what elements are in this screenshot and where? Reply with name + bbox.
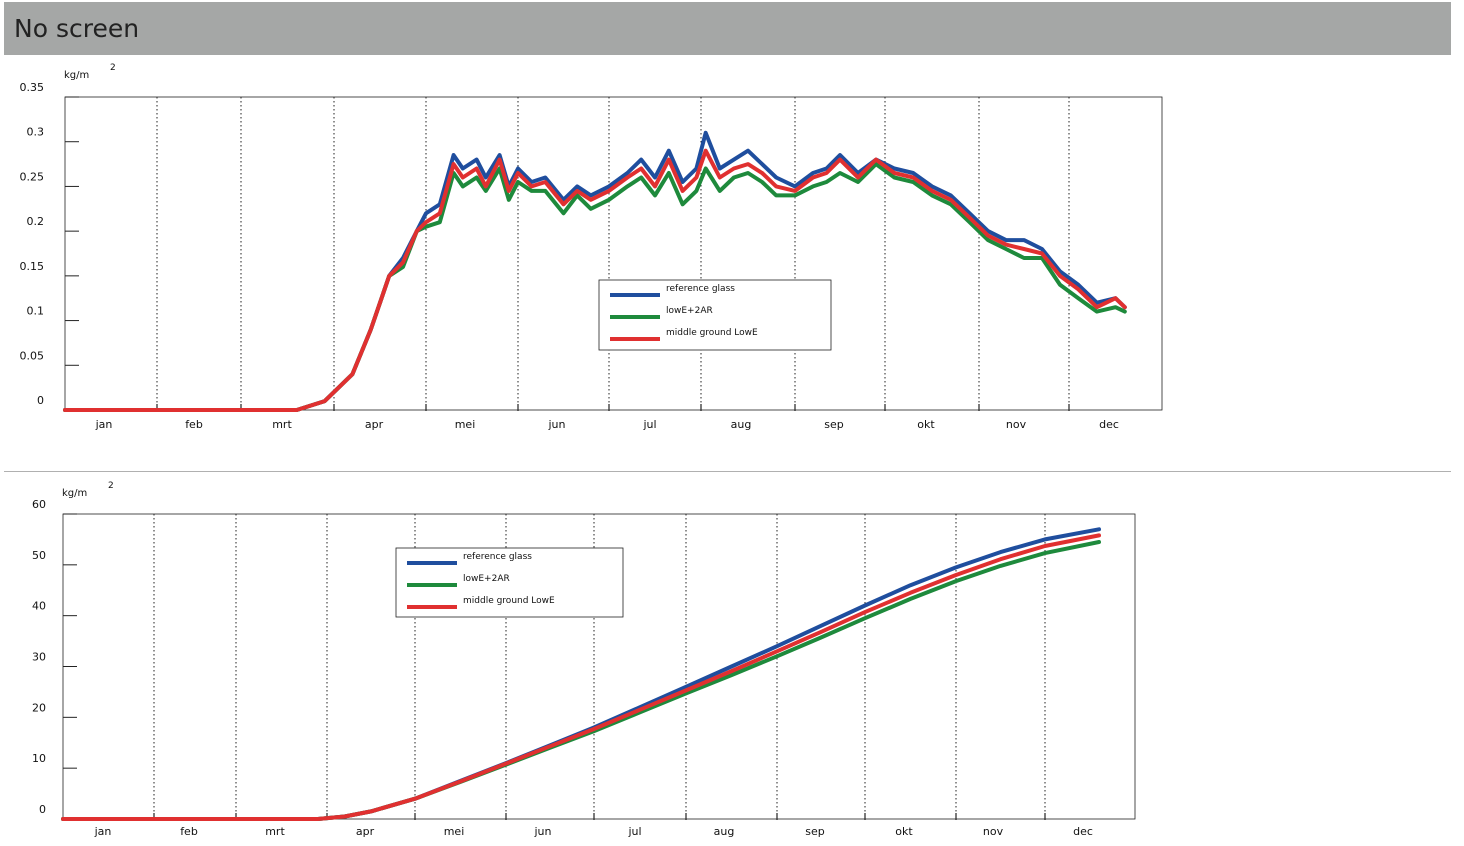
month-label: okt	[917, 418, 935, 431]
series-line-1	[63, 162, 1127, 412]
y-tick-label: 0.05	[20, 349, 45, 362]
legend-label: reference glass	[666, 284, 735, 294]
legend-label: reference glass	[463, 552, 532, 562]
chart-cumulative: 0 10 20 30 40 50 60 kg/m 2 jan feb mrt apr mei jun jul a…	[32, 481, 1136, 838]
month-label: apr	[365, 418, 384, 431]
month-label: jun	[534, 825, 552, 838]
month-label: mrt	[272, 418, 292, 431]
y-tick-label: 0.15	[20, 260, 45, 273]
legend-label: middle ground LowE	[463, 596, 555, 606]
month-label: nov	[983, 825, 1004, 838]
month-label: mrt	[265, 825, 285, 838]
y-tick-label: 0.35	[20, 81, 45, 94]
month-label: aug	[731, 418, 752, 431]
month-label: dec	[1073, 825, 1093, 838]
y-unit-label: kg/m	[62, 488, 87, 499]
y-tick-label: 10	[32, 752, 46, 765]
chart-divider	[4, 471, 1451, 472]
y-tick-label: 0	[39, 803, 46, 816]
month-label: apr	[356, 825, 375, 838]
y-tick-label: 0	[37, 394, 44, 407]
month-label: jul	[642, 418, 656, 431]
y-tick-label: 0.1	[27, 305, 45, 318]
y-tick-label: 0.25	[20, 170, 45, 183]
series-line-2	[63, 148, 1127, 412]
y-tick-label: 20	[32, 701, 46, 714]
month-label: sep	[824, 418, 843, 431]
month-label: sep	[805, 825, 824, 838]
series-line-0	[63, 130, 1127, 412]
y-tick-label: 30	[32, 651, 46, 664]
y-unit-label: kg/m	[64, 70, 89, 81]
y-tick-label: 0.2	[27, 215, 45, 228]
month-label: mei	[444, 825, 465, 838]
plot-frame	[64, 96, 1163, 411]
month-label: mei	[455, 418, 476, 431]
chart-daily: 0 0.05 0.1 0.15 0.2 0.25 0.3 0.35 kg/m 2 jan feb mrt…	[20, 63, 1163, 431]
month-label: nov	[1006, 418, 1027, 431]
month-label: jan	[95, 418, 113, 431]
page-title: No screen	[14, 14, 140, 43]
month-label: feb	[180, 825, 198, 838]
y-unit-superscript: 2	[110, 63, 116, 73]
legend-label: middle ground LowE	[666, 328, 758, 338]
y-unit-superscript: 2	[108, 481, 114, 491]
legend-label: lowE+2AR	[463, 574, 510, 584]
month-label: jan	[94, 825, 112, 838]
series-line-2	[61, 533, 1101, 821]
month-label: dec	[1099, 418, 1119, 431]
month-label: okt	[895, 825, 913, 838]
y-tick-label: 60	[32, 498, 46, 511]
month-label: jul	[627, 825, 641, 838]
y-tick-label: 0.3	[27, 126, 45, 139]
y-tick-label: 50	[32, 549, 46, 562]
page-header: No screen	[4, 2, 1451, 55]
y-tick-label: 40	[32, 600, 46, 613]
legend-label: lowE+2AR	[666, 306, 713, 316]
month-label: aug	[714, 825, 735, 838]
month-label: feb	[185, 418, 203, 431]
month-label: jun	[548, 418, 566, 431]
